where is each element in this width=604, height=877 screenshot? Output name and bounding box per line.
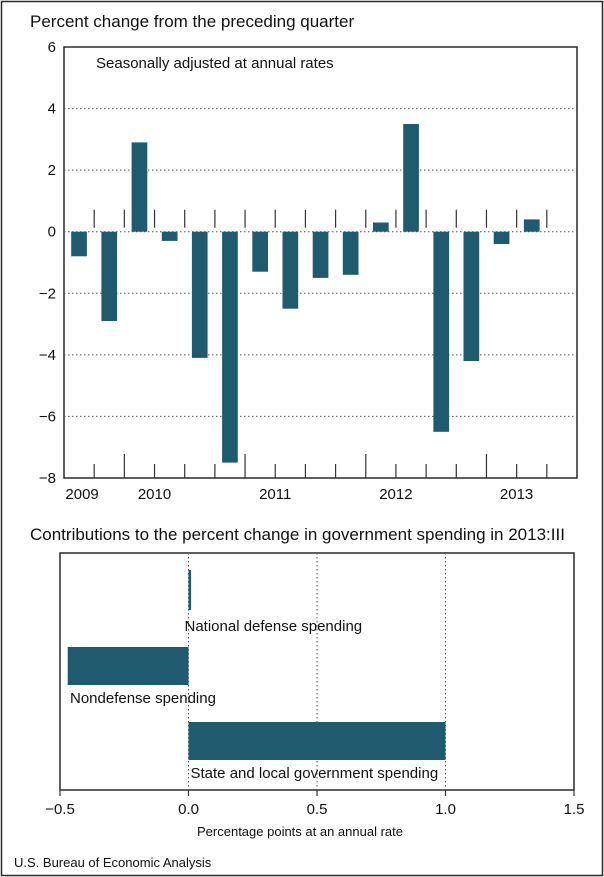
bar (282, 231, 299, 309)
y-tick-label: 4 (48, 101, 56, 118)
bar (403, 124, 419, 232)
bottom-chart-x-axis-label: Percentage points at an annual rate (197, 824, 403, 839)
y-tick-label: −8 (39, 470, 56, 487)
y-tick-label: 2 (48, 162, 56, 179)
bar (433, 231, 450, 432)
bar (463, 231, 480, 361)
bar (188, 722, 446, 760)
x-tick-label: 0.0 (178, 801, 199, 818)
bottom-chart-title: Contributions to the percent change in g… (30, 525, 565, 544)
y-tick-label: 6 (48, 39, 56, 56)
year-label: 2012 (379, 486, 412, 503)
top-chart-y-ticks: 6 4 2 0 −2 −4 −6 −8 (39, 39, 56, 487)
top-chart-plot-area (63, 46, 578, 479)
bar (191, 231, 208, 358)
bar (312, 231, 329, 278)
y-tick-label: −4 (39, 347, 56, 364)
x-tick-label: 0.5 (307, 801, 328, 818)
bar-label: Nondefense spending (70, 690, 216, 707)
bar (161, 231, 178, 241)
top-chart-x-ticks (93, 209, 548, 478)
bottom-chart-x-ticks: −0.5 0.0 0.5 1.0 1.5 (45, 790, 584, 818)
top-chart-bars (71, 124, 540, 463)
year-label: 2013 (500, 486, 533, 503)
bar (373, 222, 389, 232)
top-chart-year-labels: 2009 2010 2011 2012 2013 (65, 486, 533, 503)
bar-label: National defense spending (185, 618, 363, 635)
bar (222, 231, 238, 463)
bottom-chart-bars (67, 570, 446, 760)
bottom-chart-bar-labels: National defense spending Nondefense spen… (70, 618, 438, 782)
top-chart-subtitle: Seasonally adjusted at annual rates (96, 55, 334, 72)
bar (131, 142, 148, 232)
x-tick-label: 1.0 (435, 801, 456, 818)
x-tick-label: −0.5 (45, 801, 75, 818)
year-label: 2010 (138, 486, 171, 503)
bar (71, 231, 87, 257)
bar (523, 219, 540, 232)
bar (342, 231, 359, 275)
bar-label: State and local government spending (191, 765, 439, 782)
y-tick-label: −2 (39, 285, 56, 302)
bar (188, 570, 192, 610)
year-label: 2011 (259, 486, 291, 503)
year-label: 2009 (65, 486, 98, 503)
bar (101, 231, 118, 321)
y-tick-label: 0 (48, 224, 56, 241)
bar (493, 231, 510, 244)
bar (252, 231, 268, 272)
bar (67, 647, 189, 685)
top-chart-title: Percent change from the preceding quarte… (30, 12, 354, 31)
source-note: U.S. Bureau of Economic Analysis (14, 855, 212, 870)
x-tick-label: 1.5 (564, 801, 585, 818)
y-tick-label: −6 (39, 408, 56, 425)
